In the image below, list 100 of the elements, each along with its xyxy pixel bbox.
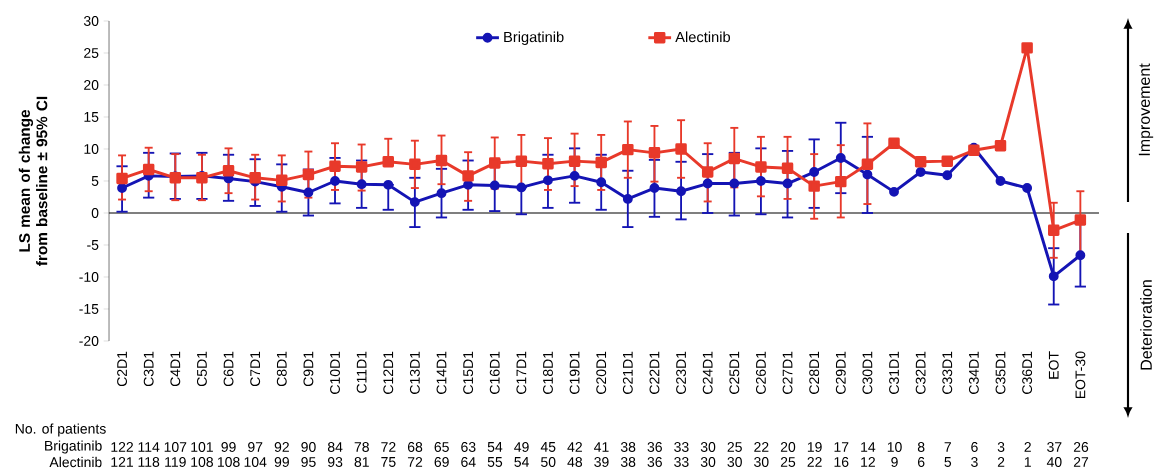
- x-tick-label: C26D1: [755, 351, 766, 394]
- text: 49: [514, 442, 529, 452]
- text: 101: [191, 442, 213, 452]
- y-tick-label: 0: [91, 208, 99, 218]
- x-tick-label: C13D1: [409, 351, 420, 394]
- text: 81: [354, 457, 369, 467]
- x-tick-label: C6D1: [223, 351, 234, 387]
- text: 40: [1046, 457, 1062, 467]
- text: 2: [997, 457, 1005, 467]
- text: 33: [674, 442, 689, 452]
- x-tick-label: C17D1: [516, 351, 527, 394]
- text: 54: [487, 442, 503, 452]
- x-tick-label: C4D1: [170, 351, 181, 387]
- text: 1: [1024, 457, 1031, 467]
- text: 20: [780, 442, 796, 452]
- text: 27: [1073, 457, 1089, 467]
- text: 45: [540, 442, 556, 452]
- x-tick-label: C19D1: [569, 351, 580, 394]
- text: 12: [861, 457, 875, 467]
- text: 17: [834, 442, 849, 452]
- y-tick-label: 30: [83, 16, 99, 26]
- text: 93: [327, 457, 343, 467]
- y-tick-label: -20: [79, 336, 99, 346]
- x-tick-label: C23D1: [676, 351, 687, 394]
- y-tick-label: 15: [84, 112, 99, 122]
- y-axis-title: LS mean of change from baseline ± 95% CI: [18, 96, 48, 266]
- text: 19: [807, 442, 822, 452]
- x-tick-label: C31D1: [889, 351, 899, 394]
- text: 68: [407, 442, 423, 452]
- text: 3: [971, 457, 978, 467]
- x-tick-label: C14D1: [436, 351, 447, 394]
- text: 72: [381, 442, 396, 452]
- text: 2: [1024, 442, 1031, 452]
- text: 8: [917, 442, 925, 452]
- text: 7: [944, 442, 951, 452]
- text: 26: [1073, 442, 1089, 452]
- x-tick-label: C18D1: [543, 351, 553, 394]
- x-tick-label: C29D1: [835, 351, 846, 394]
- y-tick-label: -5: [87, 240, 99, 250]
- x-tick-label: C7D1: [250, 351, 261, 387]
- text: 54: [514, 457, 529, 467]
- y-tick-label: 10: [84, 144, 99, 154]
- x-tick-label: C21D1: [622, 351, 633, 394]
- text: 33: [674, 457, 689, 467]
- text: 22: [807, 457, 822, 467]
- y-tick-label: -10: [79, 272, 99, 282]
- text: 121: [111, 457, 133, 467]
- text: 30: [700, 457, 716, 467]
- x-tick-label: EOT: [1048, 351, 1059, 379]
- text: 22: [754, 442, 769, 452]
- text: 5: [944, 457, 952, 467]
- text: 78: [354, 442, 369, 452]
- x-tick-label: C35D1: [995, 351, 1006, 394]
- text: 30: [727, 457, 742, 467]
- text: 92: [274, 442, 289, 452]
- text: Deterioration: [1140, 280, 1152, 370]
- text: 30: [700, 442, 716, 452]
- y-tick-label: -15: [79, 304, 99, 314]
- text: 63: [461, 442, 476, 452]
- text: 99: [221, 442, 236, 452]
- text: 38: [620, 442, 636, 452]
- text: 95: [301, 457, 316, 467]
- text: 42: [567, 442, 582, 452]
- text: 25: [727, 442, 742, 452]
- text: 97: [248, 442, 263, 452]
- y-tick-label: 5: [91, 176, 99, 186]
- text: Alectinib: [49, 456, 102, 468]
- y-tick-label: 25: [84, 48, 99, 58]
- text: No. of patients: [15, 423, 106, 437]
- text: 108: [217, 457, 240, 467]
- text: 108: [191, 457, 213, 467]
- text: 30: [754, 457, 769, 467]
- x-tick-label: C11D1: [356, 351, 367, 393]
- text: 16: [834, 457, 849, 467]
- x-tick-label: C24D1: [702, 351, 713, 394]
- text: 36: [647, 442, 662, 452]
- text: 3: [997, 442, 1005, 452]
- text: 39: [594, 457, 609, 467]
- text: 25: [780, 457, 796, 467]
- text: 122: [111, 442, 133, 452]
- x-tick-label: C32D1: [915, 351, 926, 394]
- text: 90: [301, 442, 316, 452]
- legend-label: Alectinib: [675, 31, 731, 43]
- text: 50: [541, 457, 556, 467]
- legend-label: Brigatinib: [504, 31, 564, 46]
- x-tick-label: C10D1: [330, 351, 340, 394]
- text: 65: [434, 442, 449, 452]
- text: 99: [274, 457, 289, 467]
- x-tick-label: C12D1: [383, 351, 394, 394]
- x-tick-label: C5D1: [196, 351, 207, 387]
- text: 84: [327, 442, 343, 452]
- text: 119: [165, 457, 186, 467]
- text: 41: [594, 442, 609, 452]
- text: 114: [138, 442, 160, 452]
- text: 107: [164, 442, 187, 452]
- text: 69: [434, 457, 449, 467]
- text: 64: [461, 457, 476, 467]
- x-tick-label: C30D1: [862, 351, 873, 394]
- x-tick-label: C25D1: [729, 351, 740, 394]
- text: 104: [244, 457, 267, 467]
